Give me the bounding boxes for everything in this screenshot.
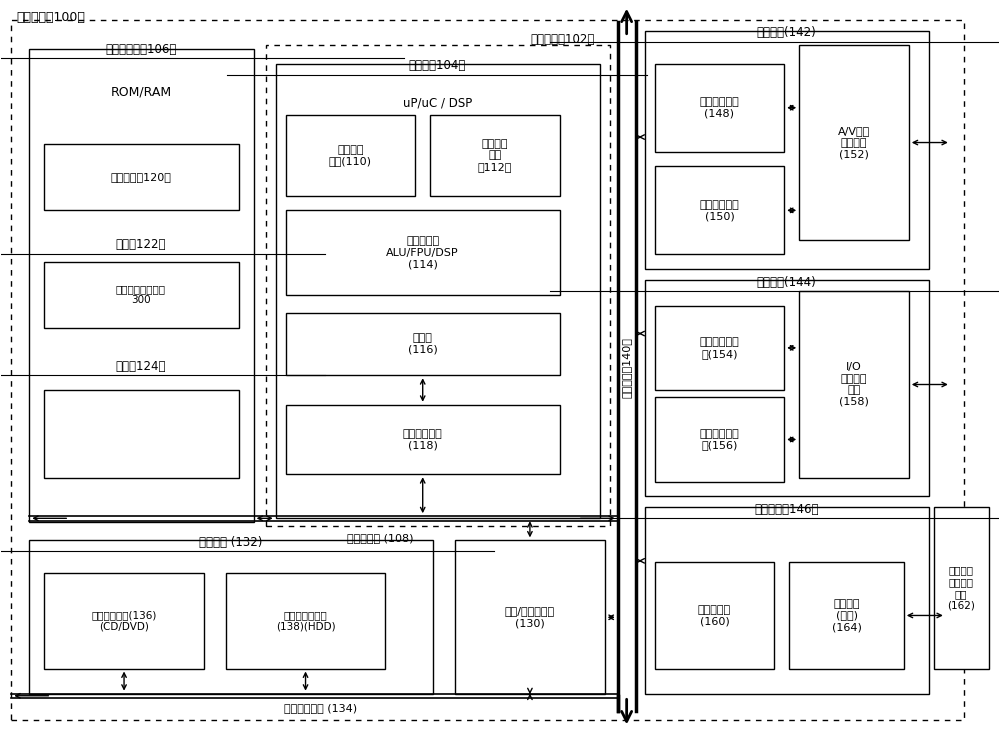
Bar [655, 397, 784, 481]
Text: 外围接口(144): 外围接口(144) [756, 276, 816, 289]
Bar [655, 562, 774, 668]
Bar [276, 64, 600, 518]
Bar [655, 64, 784, 152]
Bar [29, 49, 254, 522]
Text: 其他计算
设备（多
个）
(162): 其他计算 设备（多 个） (162) [947, 565, 975, 610]
Text: 网络控制器
(160): 网络控制器 (160) [698, 605, 731, 626]
Bar [455, 540, 605, 694]
Bar [799, 46, 909, 240]
Text: 输出设备(142): 输出设备(142) [756, 26, 816, 40]
Text: 通信端口
(多个)
(164): 通信端口 (多个) (164) [832, 599, 861, 632]
Text: 总线/接口控制器
(130): 总线/接口控制器 (130) [505, 606, 555, 628]
Text: I/O
端口（多
个）
(158): I/O 端口（多 个） (158) [839, 362, 869, 407]
Text: 存储器控制器
(118): 存储器控制器 (118) [403, 428, 443, 450]
Text: ROM/RAM: ROM/RAM [110, 85, 172, 98]
Text: 存储器总线 (108): 存储器总线 (108) [347, 533, 414, 543]
Bar [430, 115, 560, 196]
Text: 二级高速
缓存
（112）: 二级高速 缓存 （112） [478, 139, 512, 172]
Bar [655, 305, 784, 390]
Text: 系统存储器（106）: 系统存储器（106） [105, 43, 177, 55]
Text: 串行接口控制
器(154): 串行接口控制 器(154) [700, 337, 739, 358]
Text: 并行接口控制
器(156): 并行接口控制 器(156) [700, 428, 739, 450]
Text: 一级高速
缓存(110): 一级高速 缓存(110) [329, 144, 372, 166]
Bar [44, 390, 239, 478]
Text: 文本模式生成装置
300: 文本模式生成装置 300 [116, 284, 166, 305]
Text: 计算设备（100）: 计算设备（100） [16, 11, 85, 24]
Text: uP/uC / DSP: uP/uC / DSP [403, 96, 472, 109]
Text: 寄存器
(116): 寄存器 (116) [408, 333, 438, 355]
Text: A/V端口
（多个）
(152): A/V端口 （多个） (152) [838, 126, 870, 159]
Bar [655, 166, 784, 255]
Bar [645, 31, 929, 269]
Bar [266, 46, 610, 526]
Bar [226, 573, 385, 668]
Text: 接口总线（140）: 接口总线（140） [622, 338, 632, 398]
Text: 可移除储存器(136)
(CD/DVD): 可移除储存器(136) (CD/DVD) [91, 610, 157, 631]
Text: 储存接口总线 (134): 储存接口总线 (134) [284, 703, 357, 713]
Bar [286, 313, 560, 375]
Text: 图像处理单元
(148): 图像处理单元 (148) [700, 97, 739, 118]
Text: 不可移除储存器
(138)(HDD): 不可移除储存器 (138)(HDD) [276, 610, 335, 631]
Bar [286, 405, 560, 474]
Text: 处理器（104）: 处理器（104） [408, 60, 466, 72]
Text: 数据（124）: 数据（124） [116, 360, 166, 373]
Bar [286, 115, 415, 196]
Text: 应用（122）: 应用（122） [116, 238, 166, 251]
Text: 操作系统（120）: 操作系统（120） [111, 172, 171, 183]
Bar [44, 144, 239, 210]
Text: 储存设备 (132): 储存设备 (132) [199, 536, 262, 549]
Text: 音频处理单元
(150): 音频处理单元 (150) [700, 199, 739, 221]
Bar [645, 507, 929, 694]
Bar [44, 573, 204, 668]
Bar [29, 540, 433, 694]
Bar [44, 262, 239, 328]
Bar [645, 280, 929, 496]
Text: 通信设备（146）: 通信设备（146） [754, 503, 818, 516]
Bar [934, 507, 989, 668]
Text: 基本配置（102）: 基本配置（102） [530, 33, 595, 46]
Bar [799, 291, 909, 478]
Bar [789, 562, 904, 668]
Bar [286, 210, 560, 294]
Text: 处理器核心
ALU/FPU/DSP
(114): 处理器核心 ALU/FPU/DSP (114) [386, 236, 459, 269]
